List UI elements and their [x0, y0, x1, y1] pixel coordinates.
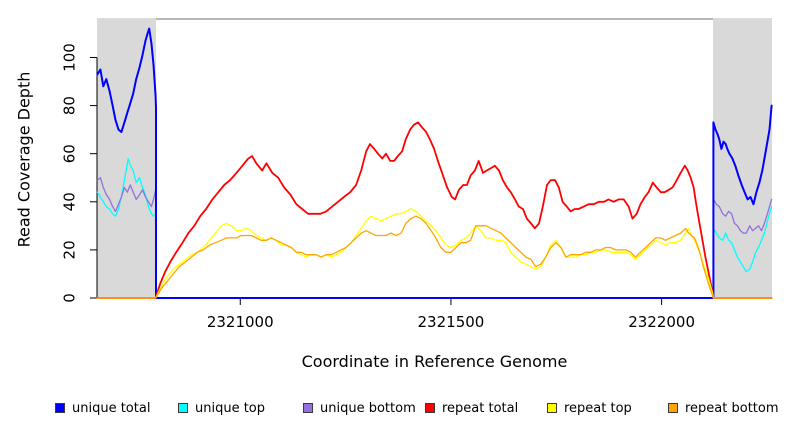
legend-label: unique bottom [320, 400, 416, 416]
y-tick-label: 80 [61, 96, 79, 115]
legend-label: repeat bottom [685, 400, 779, 416]
legend-swatch-unique-top [178, 403, 188, 413]
series-unique-top [96, 157, 773, 299]
y-axis-title: Read Coverage Depth [14, 71, 34, 248]
y-tick-label: 40 [61, 192, 79, 211]
legend: unique total unique top unique bottom repea… [0, 399, 792, 419]
legend-swatch-unique-total [55, 403, 65, 413]
series-unique-total [96, 27, 773, 299]
legend-item-unique-total: unique total [55, 399, 150, 417]
legend-label: repeat total [442, 400, 519, 416]
y-tick-label: 100 [61, 43, 79, 72]
legend-item-unique-top: unique top [178, 399, 265, 417]
legend-item-unique-bottom: unique bottom [303, 399, 416, 417]
y-tick-label: 60 [61, 144, 79, 163]
x-tick-label: 2322000 [628, 313, 695, 331]
x-tick-label: 2321500 [418, 313, 485, 331]
y-tick-label: 0 [61, 293, 79, 303]
legend-item-repeat-top: repeat top [547, 399, 632, 417]
legend-swatch-repeat-bottom [668, 403, 678, 413]
series-repeat-bottom [96, 215, 773, 299]
series-repeat-total [96, 121, 773, 299]
legend-item-repeat-total: repeat total [425, 399, 518, 417]
legend-label: repeat top [564, 400, 632, 416]
legend-swatch-repeat-total [425, 403, 435, 413]
x-tick-label: 2321000 [207, 313, 274, 331]
series-repeat-top [96, 208, 773, 299]
legend-label: unique top [195, 400, 266, 416]
x-axis-title: Coordinate in Reference Genome [301, 352, 568, 371]
legend-item-repeat-bottom: repeat bottom [668, 399, 779, 417]
legend-swatch-repeat-top [547, 403, 557, 413]
y-tick-label: 20 [61, 240, 79, 259]
shaded-region-right-repeat-flank [713, 18, 772, 299]
legend-label: unique total [72, 400, 151, 416]
shaded-region-left-repeat-flank [97, 18, 156, 299]
legend-swatch-unique-bottom [303, 403, 313, 413]
